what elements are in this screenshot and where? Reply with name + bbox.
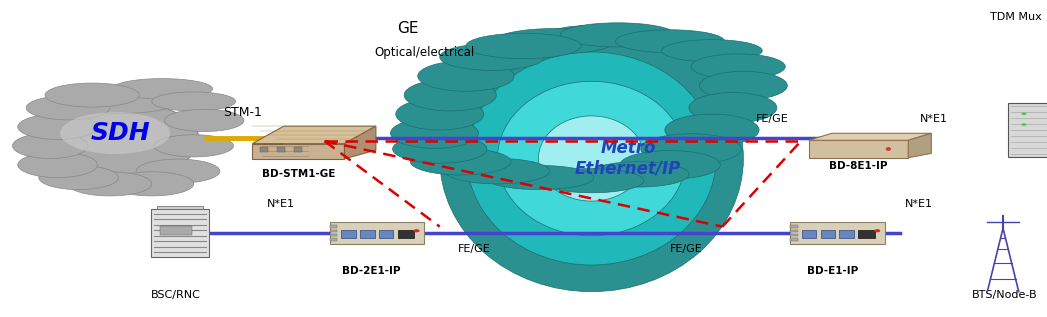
Ellipse shape (662, 40, 762, 62)
Ellipse shape (539, 169, 644, 193)
FancyBboxPatch shape (790, 238, 798, 241)
Ellipse shape (440, 44, 544, 70)
Ellipse shape (410, 148, 511, 175)
Ellipse shape (1022, 113, 1026, 115)
Ellipse shape (691, 54, 785, 79)
Ellipse shape (42, 101, 199, 178)
Text: BD-2E1-IP: BD-2E1-IP (342, 266, 401, 276)
Ellipse shape (445, 158, 550, 184)
FancyBboxPatch shape (330, 238, 337, 241)
Text: BD-8E1-IP: BD-8E1-IP (829, 161, 888, 171)
Text: FE/GE: FE/GE (458, 243, 491, 254)
FancyBboxPatch shape (379, 230, 394, 238)
Ellipse shape (485, 165, 594, 190)
Ellipse shape (588, 162, 689, 187)
Ellipse shape (63, 89, 178, 113)
Ellipse shape (18, 152, 97, 178)
FancyBboxPatch shape (341, 230, 356, 238)
Ellipse shape (689, 93, 777, 123)
Ellipse shape (494, 29, 616, 54)
Text: BSC/RNC: BSC/RNC (151, 289, 201, 300)
Ellipse shape (136, 159, 220, 183)
Ellipse shape (396, 98, 484, 130)
Polygon shape (252, 144, 344, 159)
Ellipse shape (1022, 123, 1026, 126)
Ellipse shape (414, 229, 420, 232)
Ellipse shape (874, 229, 881, 232)
Ellipse shape (418, 61, 514, 91)
Text: TDM Mux: TDM Mux (989, 12, 1042, 22)
Text: N*E1: N*E1 (267, 199, 294, 209)
Text: Optical/electrical: Optical/electrical (374, 46, 474, 59)
FancyBboxPatch shape (398, 230, 415, 238)
FancyBboxPatch shape (790, 234, 798, 236)
Ellipse shape (154, 135, 233, 157)
FancyBboxPatch shape (294, 147, 303, 152)
Ellipse shape (39, 165, 118, 190)
Ellipse shape (641, 134, 741, 164)
FancyBboxPatch shape (859, 230, 875, 238)
FancyBboxPatch shape (151, 209, 208, 257)
Polygon shape (808, 140, 908, 158)
FancyBboxPatch shape (330, 230, 337, 232)
Polygon shape (908, 133, 931, 158)
FancyBboxPatch shape (330, 225, 337, 228)
Ellipse shape (391, 118, 478, 148)
Ellipse shape (45, 83, 139, 107)
FancyBboxPatch shape (360, 230, 375, 238)
Text: BD-STM1-GE: BD-STM1-GE (262, 169, 335, 179)
Ellipse shape (152, 92, 236, 111)
Ellipse shape (466, 33, 581, 59)
Text: FE/GE: FE/GE (756, 114, 789, 124)
Polygon shape (344, 126, 376, 159)
Ellipse shape (886, 147, 891, 151)
Text: Metro
Ethernet/IP: Metro Ethernet/IP (575, 139, 682, 178)
Ellipse shape (699, 71, 787, 100)
Ellipse shape (110, 172, 194, 196)
Ellipse shape (26, 96, 110, 120)
Text: FE/GE: FE/GE (669, 243, 703, 254)
Ellipse shape (616, 30, 725, 53)
Ellipse shape (393, 135, 487, 163)
FancyBboxPatch shape (840, 230, 854, 238)
Ellipse shape (538, 116, 645, 201)
Ellipse shape (164, 109, 244, 132)
Text: BTS/Node-B: BTS/Node-B (973, 289, 1038, 300)
FancyBboxPatch shape (1008, 103, 1047, 157)
Text: SDH: SDH (91, 121, 150, 145)
Ellipse shape (13, 133, 88, 158)
FancyBboxPatch shape (276, 147, 285, 152)
Ellipse shape (560, 23, 675, 47)
Ellipse shape (620, 151, 720, 179)
Text: BD-E1-IP: BD-E1-IP (807, 266, 857, 276)
FancyBboxPatch shape (330, 234, 337, 236)
Ellipse shape (440, 25, 743, 292)
Text: GE: GE (398, 22, 419, 36)
Ellipse shape (665, 114, 759, 146)
Ellipse shape (467, 52, 716, 265)
Polygon shape (252, 126, 376, 144)
Polygon shape (808, 133, 931, 140)
Text: N*E1: N*E1 (920, 114, 948, 124)
FancyBboxPatch shape (260, 147, 268, 152)
FancyBboxPatch shape (157, 206, 203, 209)
Text: STM-1: STM-1 (223, 106, 263, 119)
Text: N*E1: N*E1 (906, 199, 933, 209)
Ellipse shape (60, 112, 170, 154)
Ellipse shape (18, 114, 97, 139)
FancyBboxPatch shape (802, 230, 817, 238)
FancyBboxPatch shape (330, 222, 424, 244)
Ellipse shape (497, 81, 686, 236)
FancyBboxPatch shape (160, 226, 192, 235)
Ellipse shape (68, 172, 152, 196)
FancyBboxPatch shape (821, 230, 836, 238)
Ellipse shape (112, 79, 213, 99)
FancyBboxPatch shape (790, 222, 885, 244)
FancyBboxPatch shape (790, 230, 798, 232)
FancyBboxPatch shape (790, 225, 798, 228)
Ellipse shape (404, 79, 496, 111)
